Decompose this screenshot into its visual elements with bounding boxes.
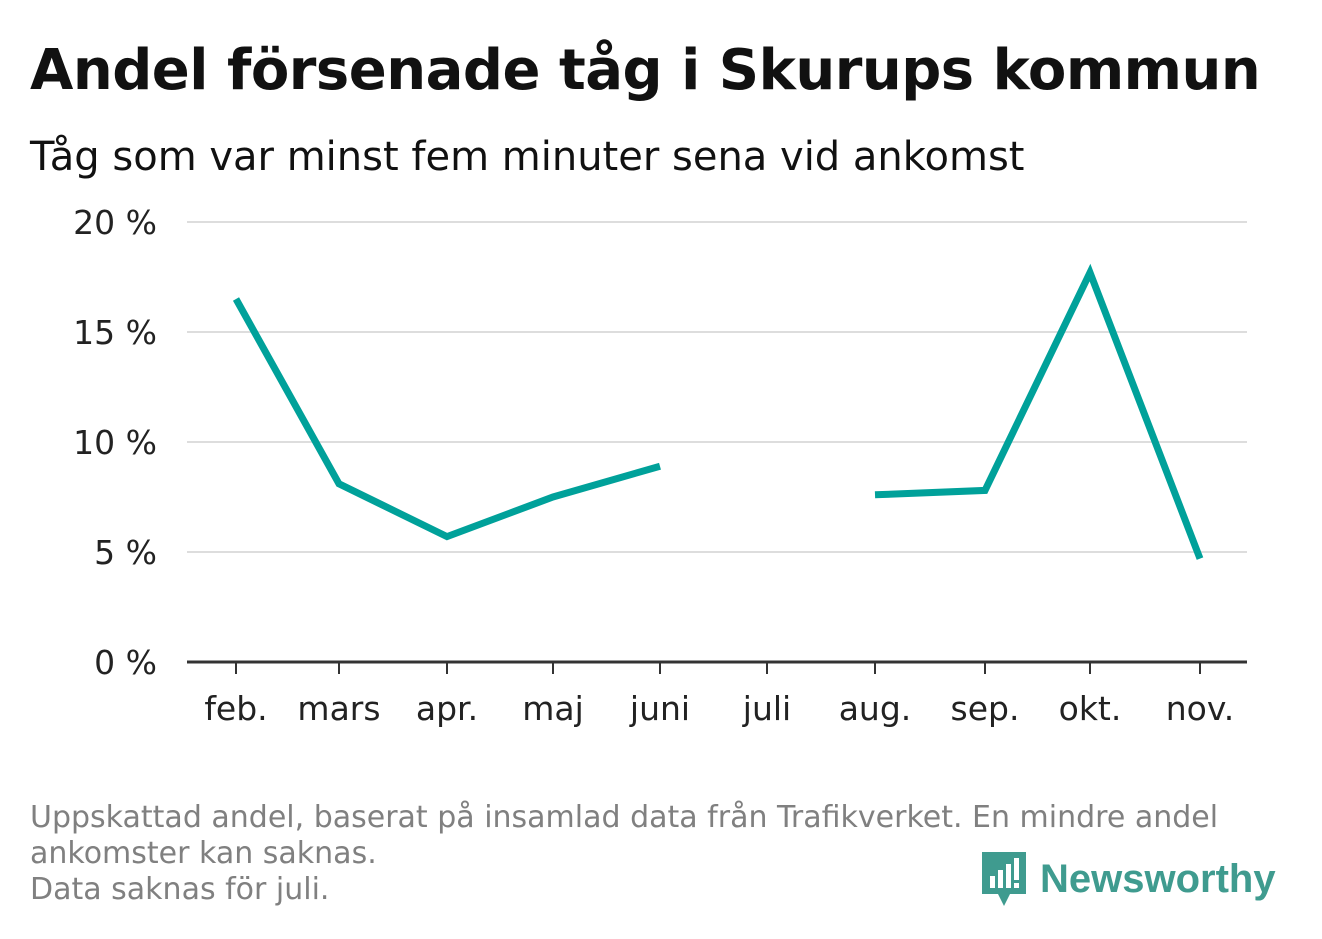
footnote-line-1: Uppskattad andel, baserat på insamlad da… xyxy=(30,800,1219,835)
y-tick-label: 0 % xyxy=(94,643,157,682)
newsworthy-logo: Newsworthy xyxy=(980,850,1276,908)
chart-subtitle: Tåg som var minst fem minuter sena vid a… xyxy=(30,134,1025,180)
x-tick-label: juli xyxy=(742,689,791,728)
line-chart: 0 % 5 % 10 % 15 % 20 % feb. mars apr. maj juni jul… xyxy=(73,203,1247,728)
newsworthy-logo-icon xyxy=(982,852,1026,906)
footnote: Uppskattad andel, baserat på insamlad da… xyxy=(30,800,1218,908)
x-tick-label: okt. xyxy=(1059,689,1122,728)
x-tick-label: apr. xyxy=(416,689,478,728)
x-tick-label: maj xyxy=(522,689,584,728)
x-tick-label: sep. xyxy=(951,689,1020,728)
x-tick-label: mars xyxy=(297,689,380,728)
footnote-line-2: ankomster kan saknas. xyxy=(30,836,377,871)
chart-title: Andel försenade tåg i Skurups kommun xyxy=(30,38,1261,103)
y-tick-label: 15 % xyxy=(73,313,157,352)
y-tick-label: 5 % xyxy=(94,533,157,572)
y-tick-label: 20 % xyxy=(73,203,157,242)
footnote-line-3: Data saknas för juli. xyxy=(30,872,330,907)
series-line xyxy=(232,297,661,541)
series-line xyxy=(874,263,1204,560)
x-tick-label: nov. xyxy=(1166,689,1235,728)
y-tick-label: 10 % xyxy=(73,423,157,462)
x-tick-label: aug. xyxy=(839,689,912,728)
x-tick-label: feb. xyxy=(204,689,267,728)
logo-text: Newsworthy xyxy=(1040,856,1276,901)
x-tick-label: juni xyxy=(629,689,690,728)
